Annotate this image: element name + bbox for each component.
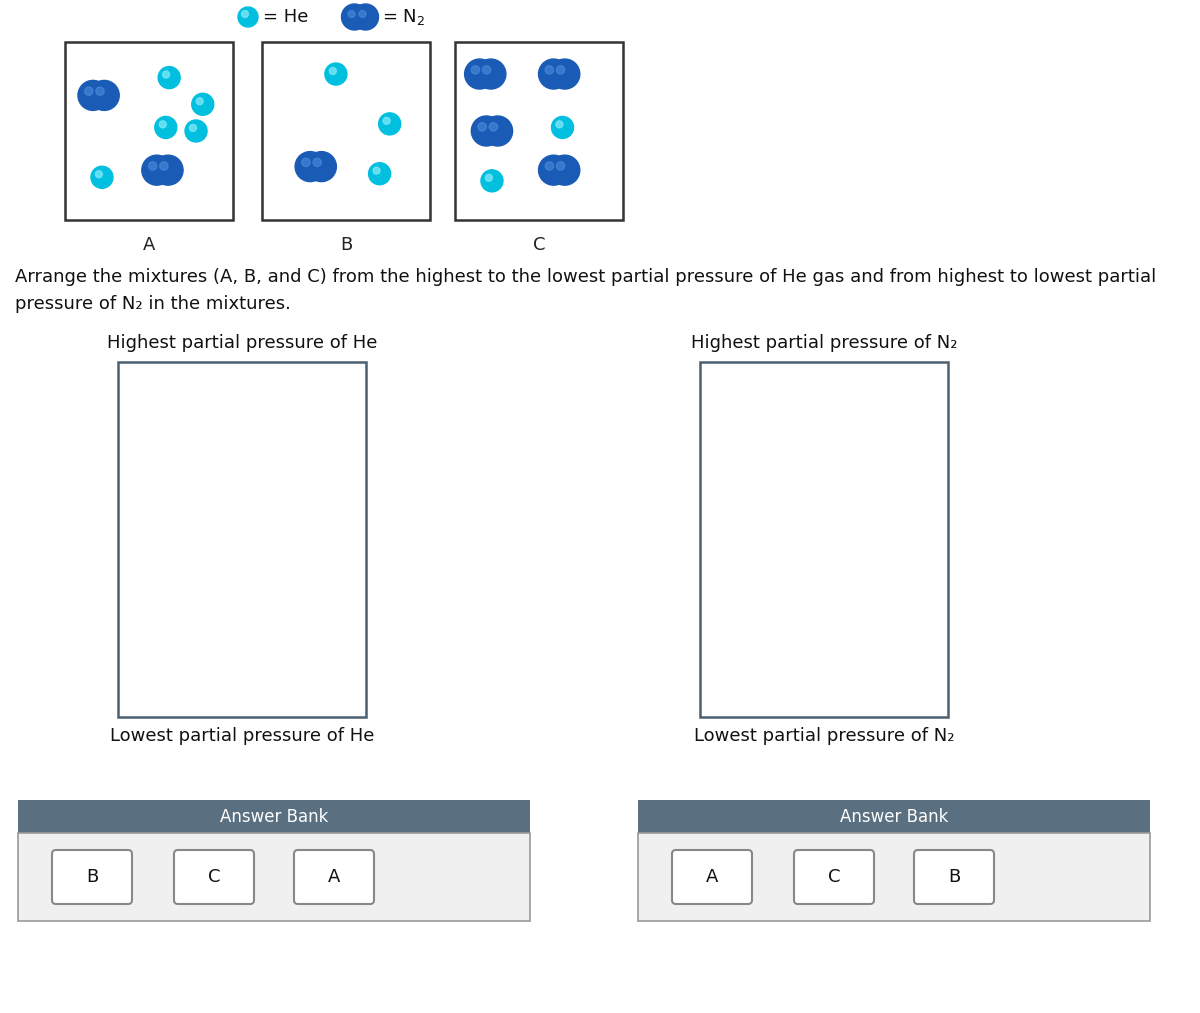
Circle shape [485,174,492,181]
Circle shape [78,80,108,110]
Circle shape [162,71,169,78]
Circle shape [359,10,366,17]
Circle shape [472,66,480,74]
Circle shape [545,162,553,170]
FancyBboxPatch shape [914,850,994,904]
FancyBboxPatch shape [294,850,374,904]
Circle shape [158,67,180,88]
Circle shape [192,93,214,115]
Circle shape [89,80,119,110]
Bar [638,800,1150,833]
Circle shape [313,158,322,166]
Circle shape [241,10,248,17]
Circle shape [84,87,92,95]
Text: Highest partial pressure of N₂: Highest partial pressure of N₂ [691,334,958,352]
Circle shape [96,87,104,95]
Circle shape [160,121,167,128]
Circle shape [478,123,486,131]
Circle shape [539,59,569,89]
Circle shape [342,4,367,30]
Circle shape [348,10,355,17]
Circle shape [160,162,168,170]
Circle shape [329,68,336,75]
Text: Lowest partial pressure of He: Lowest partial pressure of He [110,727,374,745]
Circle shape [481,170,503,191]
Circle shape [557,162,565,170]
Circle shape [306,152,336,181]
Circle shape [196,97,203,104]
Circle shape [383,118,390,125]
Circle shape [301,158,310,166]
Circle shape [154,155,184,185]
Text: A: A [143,236,155,254]
Circle shape [557,66,565,74]
Circle shape [545,66,553,74]
Bar [118,362,366,717]
Circle shape [155,116,176,139]
FancyBboxPatch shape [52,850,132,904]
Circle shape [91,166,113,188]
Text: = He: = He [263,8,308,26]
Circle shape [556,121,563,128]
Circle shape [550,155,580,185]
Circle shape [353,4,378,30]
Text: = N$_2$: = N$_2$ [382,7,425,27]
Circle shape [190,125,197,132]
Circle shape [550,59,580,89]
Text: C: C [533,236,545,254]
Circle shape [325,63,347,85]
Bar [18,800,530,833]
Bar [18,833,530,921]
FancyBboxPatch shape [794,850,874,904]
Circle shape [95,170,102,177]
Bar [638,833,1150,921]
Circle shape [295,152,325,181]
Text: B: B [340,236,352,254]
Circle shape [373,167,380,174]
Circle shape [476,59,506,89]
Bar [455,42,623,220]
Circle shape [464,59,494,89]
Circle shape [552,116,574,139]
Circle shape [472,116,502,146]
Text: Lowest partial pressure of N₂: Lowest partial pressure of N₂ [694,727,954,745]
FancyBboxPatch shape [672,850,752,904]
Text: Arrange the mixtures (A, B, and C) from the highest to the lowest partial pressu: Arrange the mixtures (A, B, and C) from … [14,268,1157,286]
Text: B: B [86,868,98,886]
Text: A: A [706,868,718,886]
Text: C: C [208,868,221,886]
Circle shape [368,163,391,184]
Circle shape [482,66,491,74]
Circle shape [539,155,569,185]
Text: Answer Bank: Answer Bank [220,807,328,826]
Circle shape [490,123,498,131]
Bar [700,362,948,717]
Text: C: C [828,868,840,886]
Text: Highest partial pressure of He: Highest partial pressure of He [107,334,377,352]
Text: Answer Bank: Answer Bank [840,807,948,826]
FancyBboxPatch shape [174,850,254,904]
Circle shape [238,7,258,27]
Circle shape [379,112,401,135]
Bar [65,42,233,220]
Circle shape [482,116,512,146]
Circle shape [142,155,172,185]
Text: pressure of N₂ in the mixtures.: pressure of N₂ in the mixtures. [14,295,290,313]
Text: A: A [328,868,340,886]
Circle shape [185,120,208,142]
Circle shape [149,162,157,170]
Bar [262,42,430,220]
Text: B: B [948,868,960,886]
